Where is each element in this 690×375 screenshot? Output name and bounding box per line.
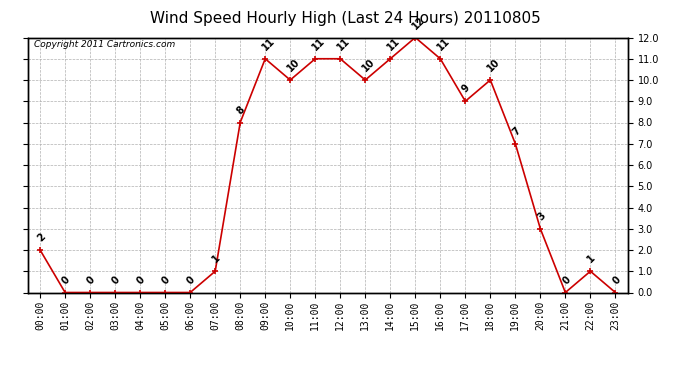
Text: 2: 2 bbox=[35, 232, 47, 244]
Text: 3: 3 bbox=[535, 210, 547, 222]
Text: 0: 0 bbox=[85, 274, 97, 286]
Text: 11: 11 bbox=[385, 36, 402, 52]
Text: 1: 1 bbox=[210, 253, 222, 265]
Text: 11: 11 bbox=[335, 36, 352, 52]
Text: 8: 8 bbox=[235, 104, 247, 116]
Text: 0: 0 bbox=[135, 274, 147, 286]
Text: 11: 11 bbox=[435, 36, 452, 52]
Text: 10: 10 bbox=[485, 57, 502, 74]
Text: Copyright 2011 Cartronics.com: Copyright 2011 Cartronics.com bbox=[34, 40, 175, 49]
Text: 0: 0 bbox=[110, 274, 122, 286]
Text: 0: 0 bbox=[60, 274, 72, 286]
Text: 12: 12 bbox=[411, 15, 427, 31]
Text: 7: 7 bbox=[511, 126, 522, 137]
Text: 10: 10 bbox=[285, 57, 302, 74]
Text: 0: 0 bbox=[611, 274, 622, 286]
Text: Wind Speed Hourly High (Last 24 Hours) 20110805: Wind Speed Hourly High (Last 24 Hours) 2… bbox=[150, 11, 540, 26]
Text: 10: 10 bbox=[360, 57, 377, 74]
Text: 11: 11 bbox=[310, 36, 327, 52]
Text: 9: 9 bbox=[460, 83, 472, 95]
Text: 1: 1 bbox=[585, 253, 598, 265]
Text: 11: 11 bbox=[260, 36, 277, 52]
Text: 0: 0 bbox=[185, 274, 197, 286]
Text: 0: 0 bbox=[160, 274, 172, 286]
Text: 0: 0 bbox=[560, 274, 572, 286]
